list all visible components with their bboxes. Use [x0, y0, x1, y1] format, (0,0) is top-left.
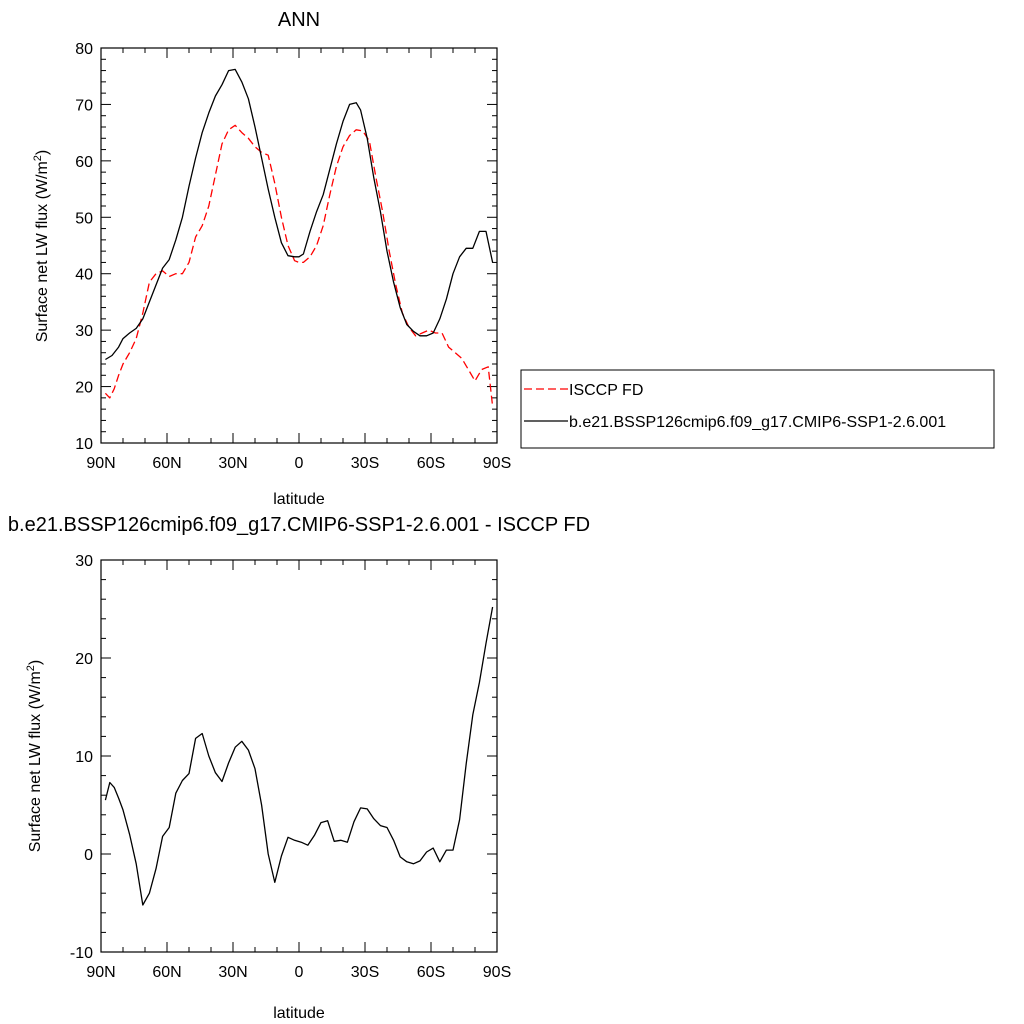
chart-title: b.e21.BSSP126cmip6.f09_g17.CMIP6-SSP1-2.… — [8, 514, 590, 536]
y-tick-label: 0 — [84, 847, 93, 864]
y-axis-ticks: 10 20 30 40 50 60 70 80 — [75, 41, 497, 453]
y-tick-label: 60 — [75, 154, 93, 171]
series-layer — [104, 606, 494, 906]
legend: ISCCP FD b.e21.BSSP126cmip6.f09_g17.CMIP… — [520, 369, 995, 449]
x-axis-label: latitude — [273, 1005, 325, 1022]
series-layer — [104, 68, 494, 407]
x-tick-label: 60S — [417, 455, 445, 472]
legend-label-isccp: ISCCP FD — [569, 382, 643, 399]
y-tick-label: 50 — [75, 210, 93, 227]
y-tick-label: 20 — [75, 651, 93, 668]
y-axis-label: Surface net LW flux (W/m2) — [32, 150, 51, 343]
x-tick-label: 0 — [295, 455, 304, 472]
panel-ann: ANN 10 20 30 40 50 60 70 80 90N 60N 30N 0 30S 60S 90S… — [32, 9, 995, 508]
series-line-model — [105, 68, 494, 361]
y-tick-label: 10 — [75, 436, 93, 453]
x-axis-ticks: 90N 60N 30N 0 30S 60S 90S — [86, 48, 511, 472]
x-tick-label: 30S — [351, 964, 379, 981]
y-tick-label: 40 — [75, 267, 93, 284]
series-line-difference — [104, 606, 494, 906]
legend-box — [520, 369, 995, 449]
x-axis-ticks: 90N 60N 30N 0 30S 60S 90S — [86, 560, 511, 981]
x-tick-label: 60N — [152, 964, 181, 981]
y-axis-label: Surface net LW flux (W/m2) — [25, 660, 44, 853]
y-tick-label: 30 — [75, 553, 93, 570]
y-tick-label: 80 — [75, 41, 93, 58]
x-tick-label: 30N — [218, 964, 247, 981]
y-tick-label: 10 — [75, 749, 93, 766]
y-tick-label: 30 — [75, 323, 93, 340]
x-tick-label: 60N — [152, 455, 181, 472]
x-axis-label: latitude — [273, 491, 325, 508]
x-tick-label: 90N — [86, 455, 115, 472]
plot-frame — [100, 47, 498, 444]
y-tick-label: 70 — [75, 97, 93, 114]
x-tick-label: 90N — [86, 964, 115, 981]
legend-label-model: b.e21.BSSP126cmip6.f09_g17.CMIP6-SSP1-2.… — [569, 414, 946, 431]
x-tick-label: 30S — [351, 455, 379, 472]
panel-difference: b.e21.BSSP126cmip6.f09_g17.CMIP6-SSP1-2.… — [8, 514, 590, 1022]
series-line-isccp — [104, 124, 494, 407]
y-axis-ticks: -10 0 10 20 30 — [70, 553, 497, 962]
x-tick-label: 30N — [218, 455, 247, 472]
y-tick-label: 20 — [75, 380, 93, 397]
x-tick-label: 90S — [483, 964, 511, 981]
chart-title: ANN — [278, 9, 320, 31]
x-tick-label: 60S — [417, 964, 445, 981]
plot-frame — [100, 559, 498, 953]
x-tick-label: 90S — [483, 455, 511, 472]
x-tick-label: 0 — [295, 964, 304, 981]
y-tick-label: -10 — [70, 945, 93, 962]
